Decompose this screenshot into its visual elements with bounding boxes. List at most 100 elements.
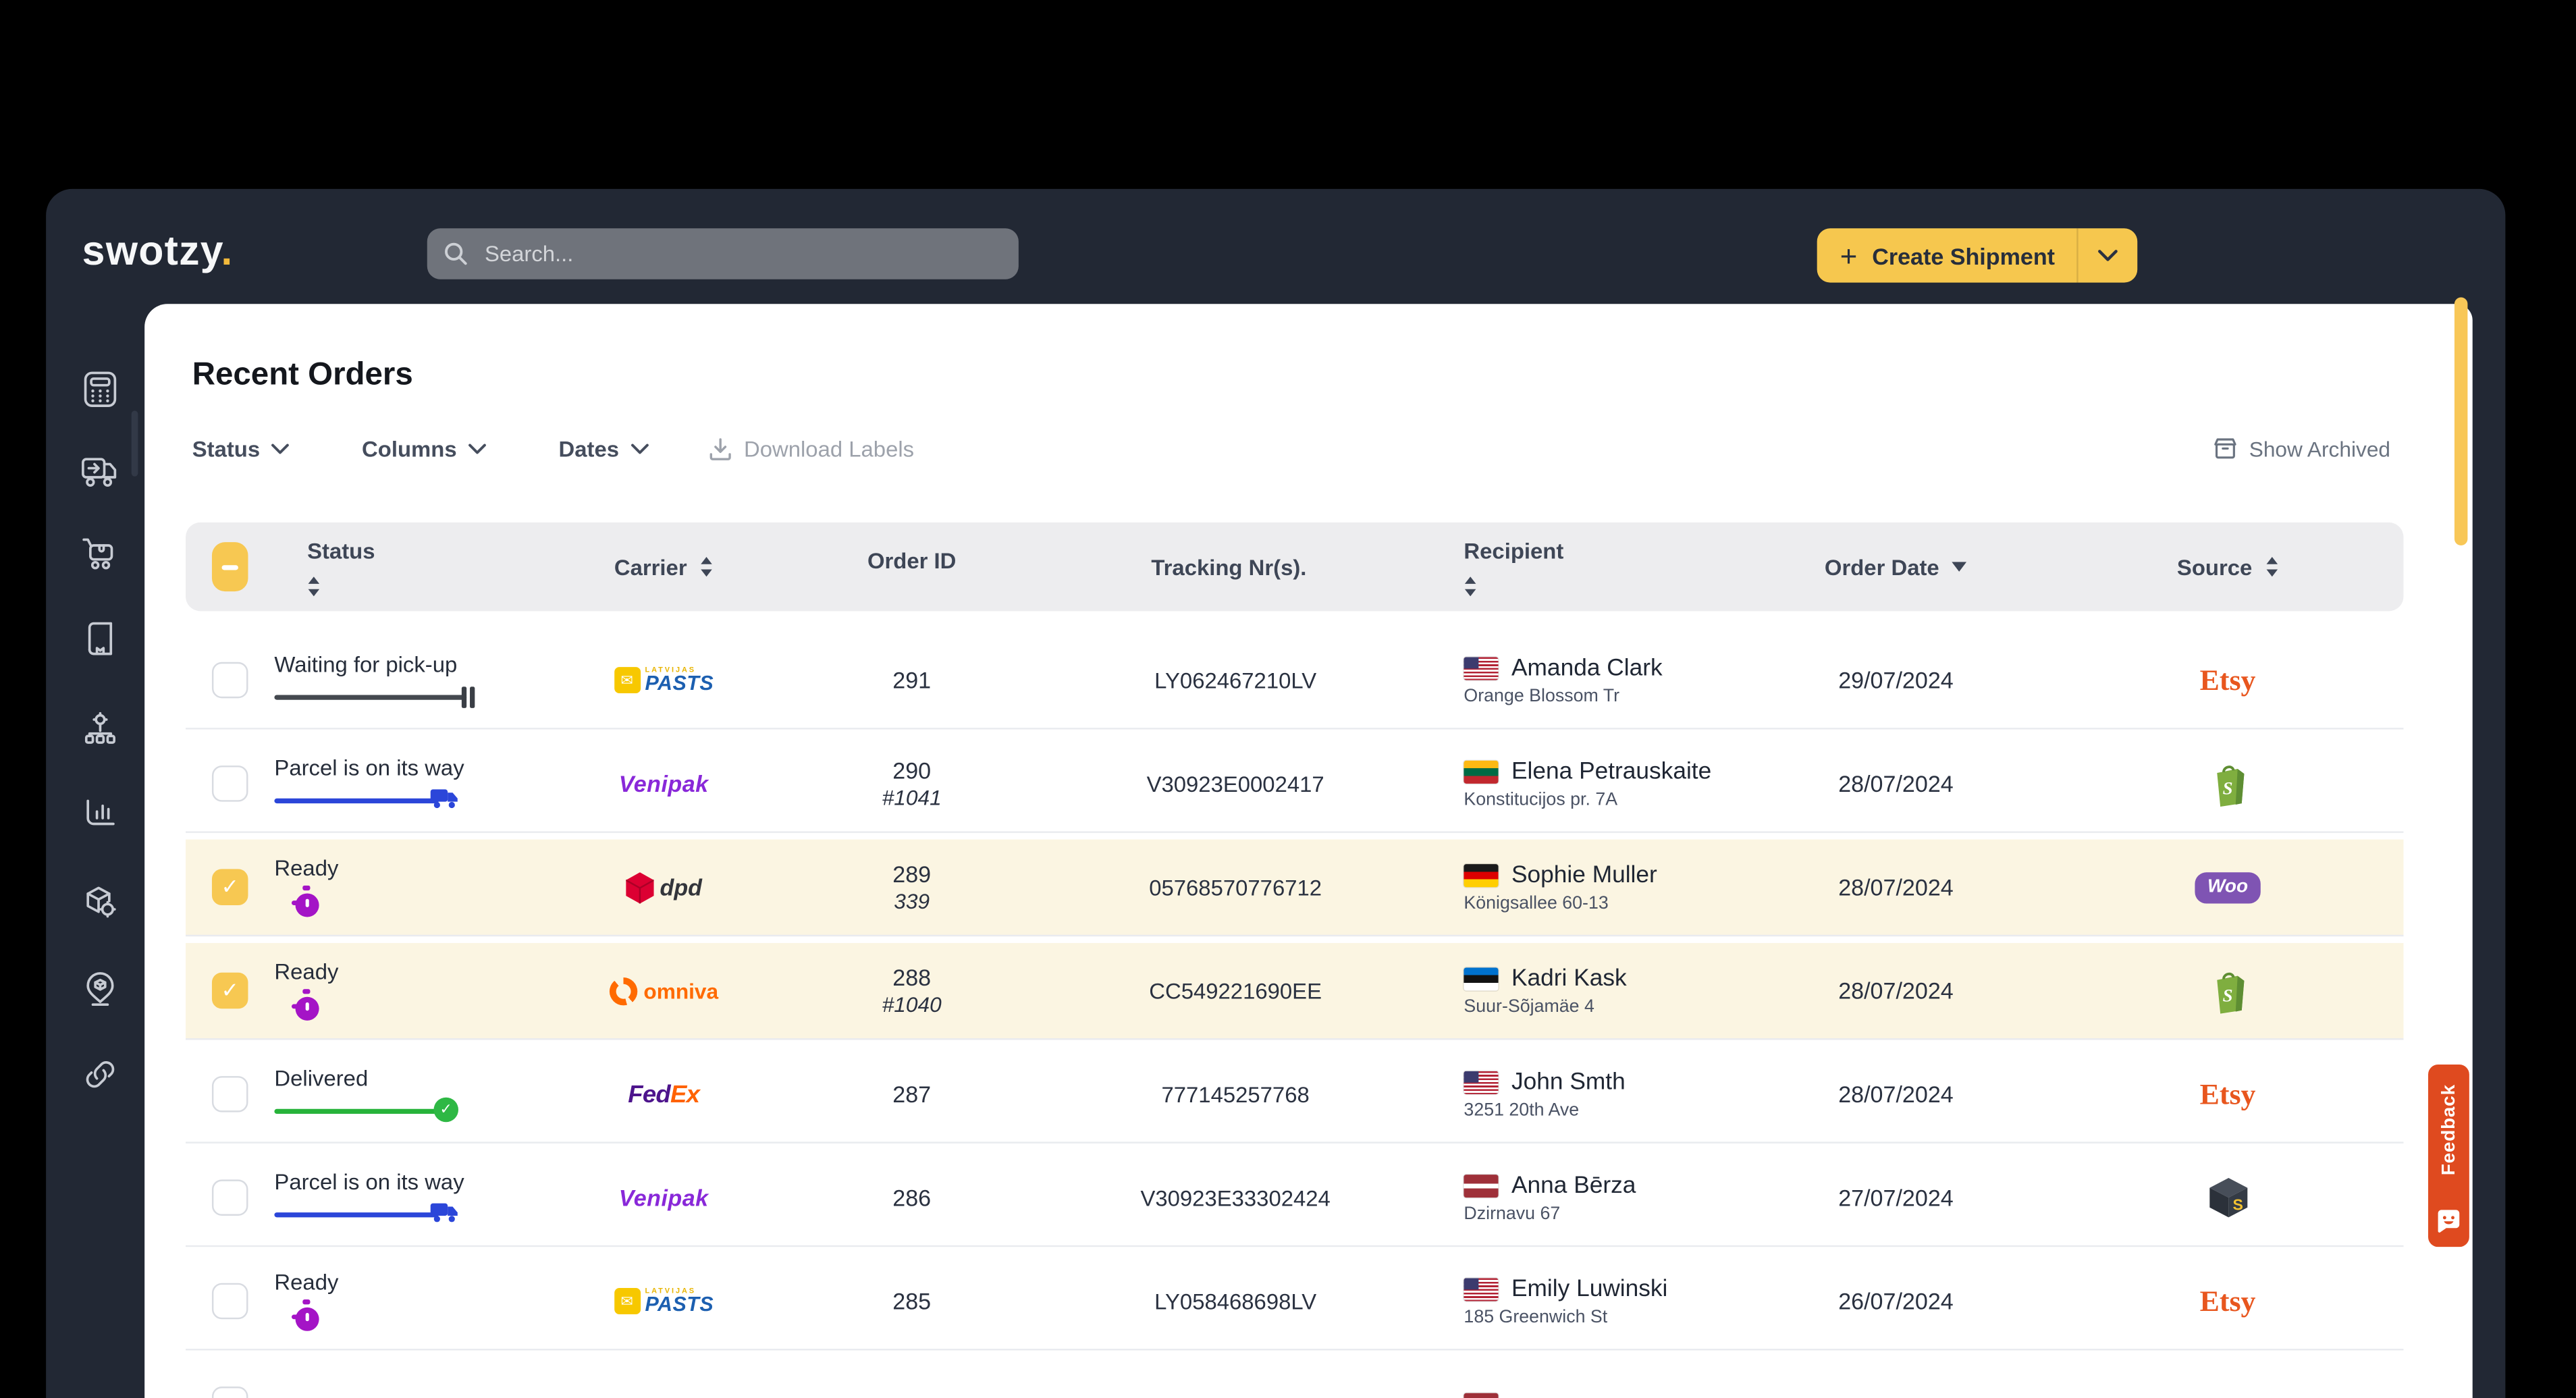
recipient-name: Elena Petrauskaite xyxy=(1511,758,1712,785)
search-bar[interactable] xyxy=(427,228,1019,279)
fedex-logo: FedEx xyxy=(628,1080,700,1108)
row-checkbox[interactable]: ✓ xyxy=(211,869,248,905)
dpd-cube-icon xyxy=(625,871,653,903)
recipient-cell: Amanda Clark Orange Blossom Tr xyxy=(1412,633,1740,728)
recipient-cell: Sophie Muller Königsallee 60-13 xyxy=(1412,840,1740,935)
status-label: Parcel is on its way xyxy=(274,755,464,781)
status-cell: Parcel is on its way xyxy=(271,736,564,831)
order-date-cell xyxy=(1740,1357,2051,1398)
column-header-order-date[interactable]: Order Date xyxy=(1740,554,2051,579)
table-row[interactable]: Waiting for pick-up ✉ LATVIJAS PASTS 291 LY06… xyxy=(186,632,2404,730)
status-cell: Ready xyxy=(271,840,564,935)
chat-smiley-icon xyxy=(2438,1210,2460,1233)
status-label: Delivered xyxy=(274,1066,369,1091)
column-header-recipient[interactable]: Recipient xyxy=(1412,538,1740,596)
carrier-cell: Venipak xyxy=(564,736,764,831)
status-filter-button[interactable]: Status xyxy=(192,436,290,461)
card-scrollbar-thumb[interactable] xyxy=(2454,297,2468,545)
row-checkbox[interactable]: ✓ xyxy=(211,972,248,1009)
tracking-cell: CC549221690EE xyxy=(1060,943,1412,1038)
table-body: Waiting for pick-up ✉ LATVIJAS PASTS 291 LY06… xyxy=(186,632,2404,1398)
sidebar-item-shipments[interactable] xyxy=(79,450,122,493)
column-header-order-id[interactable]: Order ID xyxy=(867,547,957,573)
button-divider xyxy=(2076,228,2078,283)
recipient-cell: Anna Bērza Dzirnavu 67 xyxy=(1412,1150,1740,1245)
chevron-down-icon xyxy=(468,443,486,454)
table-row[interactable]: Ready ✉ LATVIJAS PASTS 285 LY058468698LV Emily… xyxy=(186,1253,2404,1351)
recipient-cell: Emily Luwinski 185 Greenwich St xyxy=(1412,1254,1740,1349)
shopify-icon: S xyxy=(2216,971,2244,1013)
tracking-cell: 05768570776712 xyxy=(1060,840,1412,935)
sidebar-item-tracking[interactable] xyxy=(79,967,122,1010)
tracking-number: LY062467210LV xyxy=(1154,668,1317,693)
sidebar-item-automation[interactable] xyxy=(79,708,122,751)
status-label: Ready xyxy=(274,855,339,881)
status-label: Ready xyxy=(274,959,339,984)
row-checkbox[interactable] xyxy=(211,1076,248,1112)
omniva-ring-icon xyxy=(609,976,637,1005)
row-checkbox[interactable] xyxy=(211,1283,248,1320)
row-checkbox[interactable] xyxy=(211,662,248,699)
row-checkbox[interactable] xyxy=(211,1179,248,1216)
order-id-cell xyxy=(764,1357,1060,1398)
sidebar-item-products[interactable] xyxy=(79,882,122,925)
order-id-cell: 286 xyxy=(764,1150,1060,1245)
sidebar-item-address-book[interactable] xyxy=(79,618,122,660)
lithuania-flag xyxy=(1464,759,1499,783)
select-all-checkbox[interactable] xyxy=(211,542,248,592)
feedback-button[interactable]: Feedback xyxy=(2428,1065,2469,1247)
venipak-logo: Venipak xyxy=(618,770,709,797)
status-label: Waiting for pick-up xyxy=(274,652,458,677)
order-date-cell: 27/07/2024 xyxy=(1740,1150,2051,1245)
dates-filter-button[interactable]: Dates xyxy=(559,436,649,461)
box-gear-icon xyxy=(86,886,116,918)
table-row[interactable]: Delivered ✓ FedEx 287 777145257768 John Smth 3… xyxy=(186,1046,2404,1144)
sidebar-item-calculator[interactable] xyxy=(79,368,122,410)
order-date: 28/07/2024 xyxy=(1838,1081,1954,1108)
sort-icon xyxy=(1464,576,1476,596)
latvia-flag xyxy=(1464,1173,1499,1197)
table-row[interactable]: ✓ Ready omniva 288 #1040 CC549221690EE Kadri K… xyxy=(186,942,2404,1040)
column-header-source[interactable]: Source xyxy=(2052,554,2404,579)
table-row[interactable] xyxy=(186,1357,2404,1398)
order-date: 27/07/2024 xyxy=(1838,1184,1954,1211)
status-cell: Delivered ✓ xyxy=(271,1046,564,1141)
columns-filter-button[interactable]: Columns xyxy=(362,436,486,461)
latvijas-pasts-logo: ✉ LATVIJAS PASTS xyxy=(614,1287,714,1315)
column-header-carrier[interactable]: Carrier xyxy=(564,554,764,579)
etsy-logo: Etsy xyxy=(2199,1077,2256,1110)
logo-dot: . xyxy=(221,228,234,275)
column-header-tracking[interactable]: Tracking Nr(s). xyxy=(1151,554,1307,579)
us-flag xyxy=(1464,656,1499,680)
trolley-icon xyxy=(82,538,113,570)
order-date-cell: 28/07/2024 xyxy=(1740,840,2051,935)
carrier-cell: ✉ LATVIJAS PASTS xyxy=(564,633,764,728)
sidebar-item-pickup[interactable] xyxy=(79,533,122,575)
status-progress-pause xyxy=(274,682,481,708)
truck-progress-icon xyxy=(430,789,458,809)
create-shipment-label: Create Shipment xyxy=(1872,242,2055,269)
row-checkbox[interactable] xyxy=(211,1387,248,1398)
recipient-name: Amanda Clark xyxy=(1511,654,1663,681)
sidebar-item-analytics[interactable] xyxy=(79,793,122,836)
download-labels-button[interactable]: Download Labels xyxy=(707,436,914,461)
status-progress-truck xyxy=(274,1200,481,1226)
order-id-cell: 285 xyxy=(764,1254,1060,1349)
search-input[interactable] xyxy=(481,240,1002,268)
table-row[interactable]: ✓ Ready dpd 289 339 05768570776712 Sophie Mull… xyxy=(186,839,2404,937)
sidebar-scrollbar[interactable] xyxy=(131,410,138,477)
create-shipment-dropdown[interactable] xyxy=(2078,250,2137,261)
recipient-name: Emily Luwinski xyxy=(1511,1275,1668,1302)
table-header: Status Carrier Order ID Tracking Nr(s). … xyxy=(186,522,2404,612)
create-shipment-button[interactable]: + Create Shipment xyxy=(1817,228,2137,283)
table-row[interactable]: Parcel is on its way Venipak 286 V30923E333… xyxy=(186,1150,2404,1247)
row-checkbox[interactable] xyxy=(211,765,248,802)
sidebar-item-integrations[interactable] xyxy=(79,1053,122,1096)
table-row[interactable]: Parcel is on its way Venipak 290 #1041 V3092… xyxy=(186,736,2404,833)
order-id-cell: 290 #1041 xyxy=(764,736,1060,831)
tracking-number: V30923E0002417 xyxy=(1146,771,1324,797)
show-archived-button[interactable]: Show Archived xyxy=(2213,436,2390,461)
omniva-logo: omniva xyxy=(609,976,718,1005)
column-header-status[interactable]: Status xyxy=(271,538,564,596)
tracking-number: LY058468698LV xyxy=(1154,1289,1317,1314)
